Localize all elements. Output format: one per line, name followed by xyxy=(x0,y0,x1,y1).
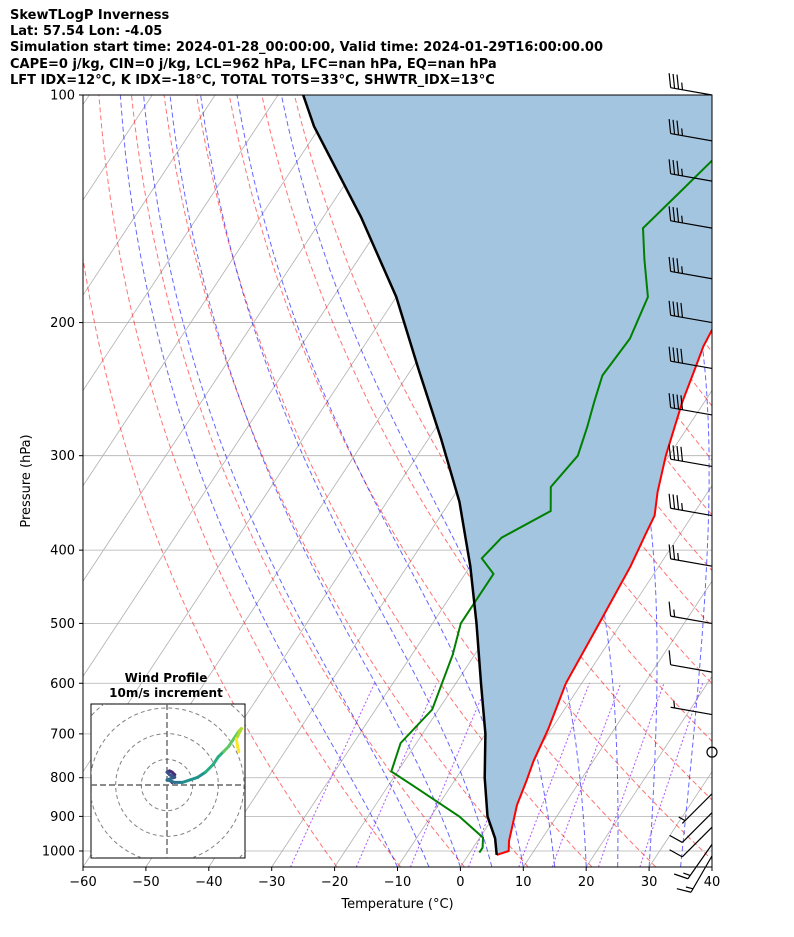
index-text: LFT IDX=12°C, K IDX=-18°C, TOTAL TOTS=33… xyxy=(10,72,495,88)
time-text: Simulation start time: 2024-01-28_00:00:… xyxy=(10,40,603,56)
wind-barb xyxy=(668,444,713,468)
hodograph-segment xyxy=(211,755,220,766)
y-axis-label: Pressure (hPa) xyxy=(19,434,34,527)
mixing-ratio-line xyxy=(290,683,375,867)
wind-barb xyxy=(668,493,713,517)
isotherm-gridline xyxy=(711,866,712,867)
y-tick-label: 700 xyxy=(50,727,75,742)
hodograph-segment xyxy=(204,762,215,774)
hodograph-title: Wind Profile xyxy=(125,671,208,685)
mixing-ratio-line xyxy=(597,683,665,867)
wind-barb xyxy=(668,256,713,280)
wind-barb xyxy=(668,650,713,673)
moist-adiabat xyxy=(200,95,493,867)
stability-text: CAPE=0 j/kg, CIN=0 j/kg, LCL=962 hPa, LF… xyxy=(10,56,497,72)
wind-barb xyxy=(668,206,713,229)
wind-barb xyxy=(669,826,713,858)
wind-barb xyxy=(668,544,713,567)
negative-buoyancy-area xyxy=(303,95,712,855)
x-tick-label: 0 xyxy=(456,875,464,890)
mixing-ratio-line xyxy=(639,683,704,867)
dry-adiabat xyxy=(228,95,657,867)
x-tick-label: −60 xyxy=(69,875,96,890)
hodograph-segment xyxy=(236,745,241,754)
y-tick-label: 100 xyxy=(50,89,75,104)
chart-header: SkewTLogP Inverness Lat: 57.54 Lon: -4.0… xyxy=(10,8,603,89)
wind-barb xyxy=(668,73,713,96)
wind-barbs xyxy=(668,73,718,893)
isotherm-gridline xyxy=(83,95,90,106)
y-tick-label: 800 xyxy=(50,771,75,786)
y-tick-label: 600 xyxy=(50,677,75,692)
x-tick-label: −20 xyxy=(321,875,348,890)
dry-adiabat xyxy=(163,95,529,867)
dry-adiabat xyxy=(261,95,712,861)
wind-barb xyxy=(676,855,713,893)
wind-barb xyxy=(669,812,713,843)
hodograph-segment xyxy=(196,770,207,779)
y-tick-label: 900 xyxy=(50,810,75,825)
wind-barb xyxy=(668,119,713,142)
y-tick-label: 1000 xyxy=(42,844,75,859)
moist-adiabat xyxy=(143,95,430,867)
dewpoint-line xyxy=(390,159,712,854)
y-tick-label: 400 xyxy=(50,544,75,559)
wind-barb xyxy=(678,793,713,824)
x-tick-label: −10 xyxy=(384,875,411,890)
x-axis-label: Temperature (°C) xyxy=(340,897,453,912)
chart-title: SkewTLogP Inverness xyxy=(10,8,170,23)
x-tick-label: 20 xyxy=(578,875,595,890)
mixing-ratio-line xyxy=(551,683,622,867)
dry-adiabat xyxy=(456,95,712,516)
isotherm-gridline xyxy=(83,95,342,487)
dry-adiabat xyxy=(131,95,465,867)
plot-area xyxy=(83,95,712,867)
wind-barb xyxy=(668,300,713,324)
x-tick-label: 10 xyxy=(515,875,532,890)
mixing-ratio-line xyxy=(409,683,489,867)
temperature-line xyxy=(496,327,712,856)
isotherm-gridline xyxy=(460,485,712,867)
y-axis: 100 200 300 400 500 600 700 800 900 1000 xyxy=(42,89,83,859)
x-tick-label: −30 xyxy=(258,875,285,890)
wind-barb xyxy=(673,844,713,880)
wind-barb xyxy=(668,159,713,182)
x-axis: −60 −50 −40 −30 −20 −10 0 10 20 30 40 xyxy=(69,867,720,890)
dry-adiabat xyxy=(196,95,593,867)
isotherm-gridline xyxy=(83,95,279,392)
parcel-profile-line xyxy=(302,95,498,856)
isotherm-gridline xyxy=(585,675,712,867)
y-tick-label: 300 xyxy=(50,449,75,464)
wind-barb xyxy=(668,393,713,416)
hodograph-subtitle: 10m/s increment xyxy=(109,686,223,700)
wind-barb xyxy=(670,700,713,716)
wind-barb xyxy=(668,346,713,370)
x-tick-label: 40 xyxy=(704,875,721,890)
y-tick-label: 200 xyxy=(50,316,75,331)
moist-adiabat xyxy=(169,95,461,867)
moist-adiabat xyxy=(119,95,398,867)
x-tick-label: 30 xyxy=(641,875,658,890)
wind-barb xyxy=(668,601,713,624)
y-tick-label: 500 xyxy=(50,617,75,632)
x-tick-label: −40 xyxy=(195,875,222,890)
isotherm-gridline xyxy=(83,95,216,296)
dry-adiabat xyxy=(83,255,338,867)
hodograph-segment xyxy=(227,737,236,748)
isotherm-gridline xyxy=(522,580,712,867)
x-tick-label: −50 xyxy=(132,875,159,890)
mixing-ratio-line xyxy=(518,683,590,867)
isotherm-gridline xyxy=(83,95,405,582)
location-text: Lat: 57.54 Lon: -4.05 xyxy=(10,24,163,40)
